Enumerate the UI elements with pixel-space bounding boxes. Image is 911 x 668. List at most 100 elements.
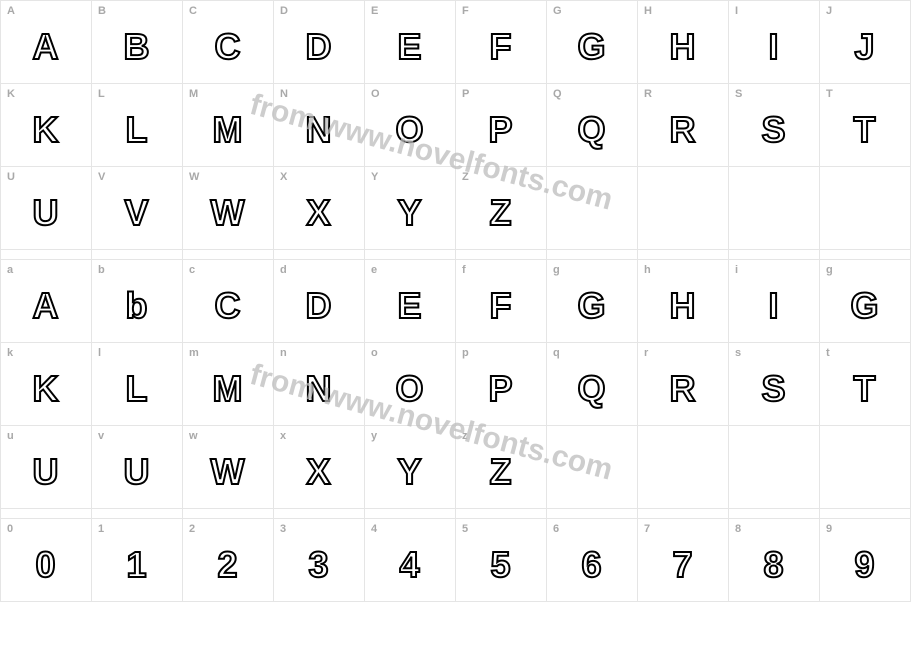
glyph-cell: yY — [365, 426, 456, 509]
cell-label: K — [7, 88, 15, 100]
glyph-cell: dD — [274, 260, 365, 343]
glyph-cell: YY — [365, 167, 456, 250]
glyph: G — [850, 278, 879, 324]
glyph: Z — [490, 185, 513, 231]
spacer-cell — [92, 509, 183, 519]
cell-label: U — [7, 171, 15, 183]
spacer-cell — [1, 250, 92, 260]
glyph-cell: aA — [1, 260, 92, 343]
glyph: 8 — [763, 537, 784, 583]
glyph-cell: TT — [820, 84, 911, 167]
glyph-cell: AA — [1, 1, 92, 84]
cell-label: G — [553, 5, 562, 17]
glyph: Z — [490, 444, 513, 490]
cell-label: 1 — [98, 523, 104, 535]
glyph: R — [670, 102, 697, 148]
spacer-cell — [1, 509, 92, 519]
glyph-cell: NN — [274, 84, 365, 167]
cell-label: 9 — [826, 523, 832, 535]
glyph-cell: hH — [638, 260, 729, 343]
glyph: M — [213, 102, 244, 148]
character-map-grid: AABBCCDDEEFFGGHHIIJJKKLLMMNNOOPPQQRRSSTT… — [0, 0, 911, 602]
glyph: W — [211, 185, 246, 231]
glyph-cell: MM — [183, 84, 274, 167]
spacer-cell — [820, 250, 911, 260]
glyph-cell: PP — [456, 84, 547, 167]
glyph: J — [854, 19, 875, 65]
spacer-cell — [547, 250, 638, 260]
cell-label: V — [98, 171, 105, 183]
cell-label: 4 — [371, 523, 377, 535]
spacer-cell — [183, 250, 274, 260]
glyph-cell — [820, 167, 911, 250]
cell-label: w — [189, 430, 198, 442]
glyph: O — [395, 102, 424, 148]
glyph: T — [854, 102, 877, 148]
glyph-cell: nN — [274, 343, 365, 426]
cell-label: n — [280, 347, 287, 359]
glyph-cell: QQ — [547, 84, 638, 167]
glyph: A — [33, 19, 60, 65]
cell-label: J — [826, 5, 832, 17]
glyph-cell: WW — [183, 167, 274, 250]
glyph: W — [211, 444, 246, 490]
cell-label: c — [189, 264, 195, 276]
glyph-cell — [547, 167, 638, 250]
glyph: T — [854, 361, 877, 407]
glyph: A — [33, 278, 60, 324]
glyph: 3 — [308, 537, 329, 583]
glyph: X — [306, 185, 331, 231]
glyph-cell — [820, 426, 911, 509]
glyph: G — [577, 19, 606, 65]
glyph-cell: uU — [1, 426, 92, 509]
glyph-cell: ZZ — [456, 167, 547, 250]
glyph: I — [768, 19, 779, 65]
cell-label: S — [735, 88, 742, 100]
glyph-cell: DD — [274, 1, 365, 84]
glyph-cell: 55 — [456, 519, 547, 602]
spacer-cell — [274, 509, 365, 519]
glyph-cell: gG — [820, 260, 911, 343]
glyph: b — [126, 278, 149, 324]
glyph-cell: CC — [183, 1, 274, 84]
cell-label: 7 — [644, 523, 650, 535]
glyph: 5 — [490, 537, 511, 583]
cell-label: R — [644, 88, 652, 100]
glyph-cell: pP — [456, 343, 547, 426]
cell-label: i — [735, 264, 738, 276]
glyph: P — [488, 361, 513, 407]
cell-label: d — [280, 264, 287, 276]
cell-label: z — [462, 430, 468, 442]
glyph-cell: EE — [365, 1, 456, 84]
glyph-cell: xX — [274, 426, 365, 509]
cell-label: A — [7, 5, 15, 17]
spacer-cell — [365, 509, 456, 519]
glyph-cell: 11 — [92, 519, 183, 602]
glyph: R — [670, 361, 697, 407]
glyph: C — [215, 19, 242, 65]
glyph-cell: qQ — [547, 343, 638, 426]
cell-label: l — [98, 347, 101, 359]
glyph-cell: UU — [1, 167, 92, 250]
glyph: S — [761, 102, 786, 148]
glyph-cell: mM — [183, 343, 274, 426]
spacer-cell — [729, 509, 820, 519]
cell-label: E — [371, 5, 378, 17]
cell-label: 5 — [462, 523, 468, 535]
spacer-cell — [183, 509, 274, 519]
glyph: E — [397, 278, 422, 324]
glyph-cell: 00 — [1, 519, 92, 602]
glyph: Y — [397, 185, 422, 231]
cell-label: Q — [553, 88, 562, 100]
glyph-cell: cC — [183, 260, 274, 343]
glyph: U — [33, 444, 60, 490]
cell-label: b — [98, 264, 105, 276]
glyph: X — [306, 444, 331, 490]
glyph: H — [670, 278, 697, 324]
glyph-cell: rR — [638, 343, 729, 426]
glyph-cell — [729, 426, 820, 509]
glyph: H — [670, 19, 697, 65]
cell-label: 3 — [280, 523, 286, 535]
cell-label: h — [644, 264, 651, 276]
glyph-cell: 77 — [638, 519, 729, 602]
